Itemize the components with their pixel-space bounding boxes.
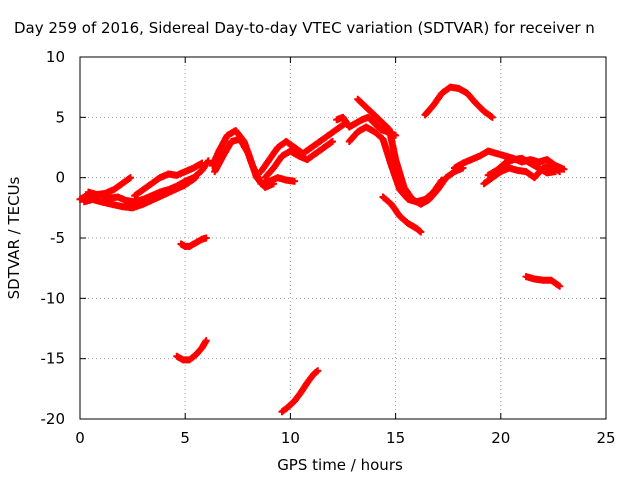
series-track: [379, 193, 425, 236]
series-track: [177, 234, 210, 250]
data-markers: [422, 189, 436, 202]
x-tick-label: 0: [75, 429, 85, 447]
series-track: [345, 123, 446, 206]
series-track: [480, 162, 564, 188]
y-tick-label: 10: [46, 48, 65, 66]
axis-ticks: [79, 56, 607, 420]
x-axis-label: GPS time / hours: [277, 456, 403, 474]
series-track: [173, 337, 210, 364]
data-markers: [494, 160, 508, 173]
x-tick-label: 15: [386, 429, 405, 447]
data-point: [328, 137, 336, 145]
y-tick-label: 5: [55, 108, 65, 126]
y-tick-label: -15: [41, 350, 66, 368]
y-tick-label: 0: [55, 169, 65, 187]
series-track: [80, 174, 200, 212]
data-markers: [414, 225, 424, 235]
data-point: [314, 367, 322, 375]
y-tick-label: -20: [41, 410, 66, 428]
data-markers: [367, 108, 380, 120]
data-markers: [386, 127, 399, 162]
data-markers: [388, 163, 403, 192]
series-track: [211, 135, 278, 191]
y-tick-label: -5: [50, 229, 65, 247]
data-point: [552, 168, 560, 176]
data-point: [438, 176, 446, 184]
series-track: [261, 137, 336, 182]
series-track: [131, 159, 206, 200]
data-point: [198, 159, 206, 167]
data-markers: [178, 241, 188, 250]
data-markers: [473, 100, 487, 114]
data-point: [126, 174, 134, 182]
data-markers: [245, 151, 260, 180]
data-markers: [237, 136, 252, 156]
series-track: [522, 273, 564, 290]
series-track: [333, 113, 400, 139]
series-track: [484, 154, 560, 179]
series-track: [421, 83, 496, 121]
series-track: [278, 367, 322, 416]
data-point: [556, 282, 564, 290]
data-point: [270, 180, 278, 188]
data-markers: [220, 139, 235, 159]
y-axis-label: SDTVAR / TECUs: [5, 176, 23, 299]
data-markers: [216, 133, 231, 154]
chart-title: Day 259 of 2016, Sidereal Day-to-day VTE…: [14, 19, 595, 37]
data-markers: [380, 194, 394, 207]
data-series: [76, 83, 568, 416]
data-markers: [372, 129, 386, 142]
x-tick-label: 20: [491, 429, 510, 447]
data-markers: [311, 368, 321, 377]
data-point: [417, 228, 425, 236]
data-point: [291, 177, 299, 185]
data-point: [488, 113, 496, 121]
data-point: [202, 337, 210, 345]
x-tick-label: 5: [180, 429, 190, 447]
data-markers: [397, 213, 411, 226]
data-point: [202, 234, 210, 242]
data-point: [560, 165, 568, 173]
data-point: [192, 174, 200, 182]
x-tick-label: 25: [596, 429, 615, 447]
tick-labels: 0 5 10 15 20 25 -20 -15 -10 -5 0 5 10: [41, 48, 616, 447]
series-track: [84, 174, 134, 199]
y-tick-label: -10: [41, 289, 66, 307]
data-markers: [211, 153, 226, 174]
grid: [80, 57, 606, 419]
data-point: [204, 157, 212, 165]
x-tick-label: 10: [281, 429, 300, 447]
